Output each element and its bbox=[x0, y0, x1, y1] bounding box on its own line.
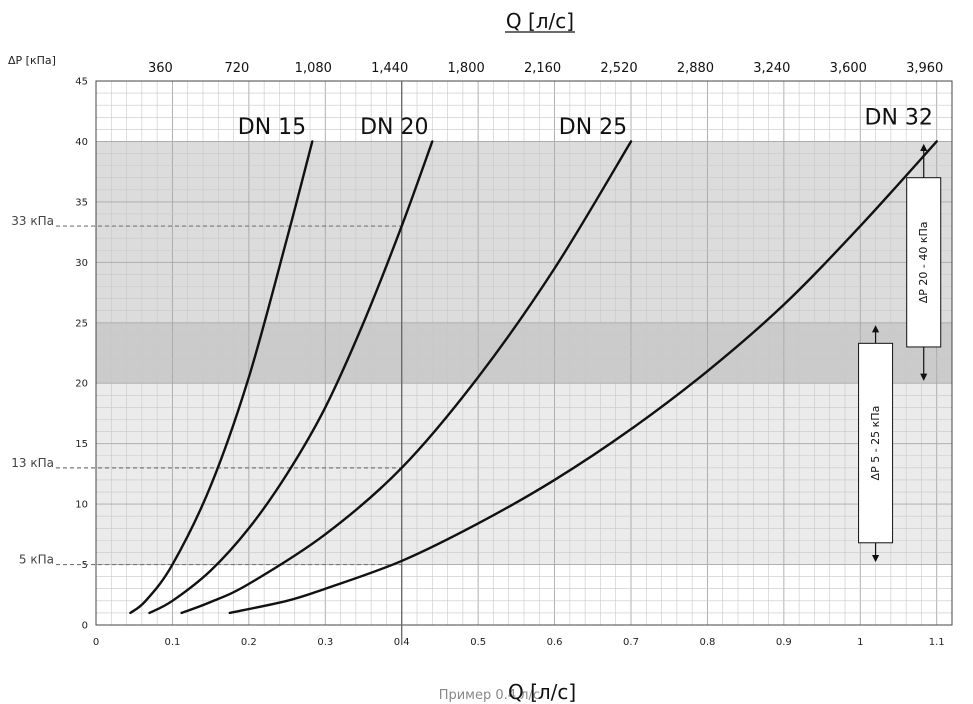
top-x-tick-label: 360 bbox=[148, 61, 173, 76]
x-tick-label: 0.2 bbox=[241, 637, 257, 648]
series-label-dn-25: DN 25 bbox=[559, 115, 627, 140]
range-label: ΔP 5 - 25 кПа bbox=[869, 406, 882, 481]
top-x-tick-label: 3,600 bbox=[830, 61, 867, 76]
annotations: 33 кПа 13 кПа 5 кПа ΔP 5 - 25 кПа ΔP 20 - 40… bbox=[11, 81, 942, 645]
top-x-ticks: 360 720 1,080 1,440 1,800 2,160 2,520 2,880 3,24… bbox=[148, 61, 943, 76]
guide-value-label: 33 кПа bbox=[11, 214, 54, 228]
plot-border bbox=[95, 80, 953, 626]
series-curves: DN 15 DN 20 DN 25 DN 32 bbox=[129, 106, 938, 615]
x-tick-label: 0.1 bbox=[164, 637, 180, 648]
x-tick-label: 0.3 bbox=[317, 637, 333, 648]
x-tick-label: 0.6 bbox=[547, 637, 563, 648]
top-x-tick-label: 2,160 bbox=[524, 61, 561, 76]
y-axis-label: ΔP [кПа] bbox=[8, 54, 56, 67]
top-axis-title: Q [л/с] bbox=[506, 9, 574, 33]
series-line-dn-20 bbox=[148, 140, 434, 615]
top-x-tick-label: 1,440 bbox=[371, 61, 408, 76]
y-tick-label: 5 bbox=[82, 560, 88, 571]
series-line-dn-32 bbox=[228, 140, 938, 615]
top-x-tick-label: 1,800 bbox=[448, 61, 485, 76]
x-tick-label: 0.5 bbox=[470, 637, 486, 648]
y-ticks: 0 5 10 15 20 25 30 35 40 45 bbox=[75, 77, 88, 632]
y-tick-label: 10 bbox=[75, 500, 88, 511]
range-box bbox=[906, 177, 942, 348]
x-tick-label: 1.1 bbox=[929, 637, 945, 648]
y-tick-label: 45 bbox=[75, 77, 88, 88]
range-label: ΔP 20 - 40 кПа bbox=[917, 221, 930, 303]
y-tick-label: 0 bbox=[82, 621, 88, 632]
range-box bbox=[858, 342, 894, 544]
plot-frame bbox=[95, 80, 953, 626]
x-tick-label: 0.8 bbox=[699, 637, 715, 648]
y-tick-label: 40 bbox=[75, 137, 88, 148]
top-x-tick-label: 3,240 bbox=[753, 61, 790, 76]
series-label-dn-32: DN 32 bbox=[865, 106, 933, 131]
top-x-tick-label: 720 bbox=[224, 61, 249, 76]
y-tick-label: 35 bbox=[75, 197, 88, 208]
top-x-tick-label: 1,080 bbox=[295, 61, 332, 76]
y-tick-label: 30 bbox=[75, 258, 88, 269]
y-tick-label: 25 bbox=[75, 318, 88, 329]
series-line-dn-15 bbox=[129, 140, 314, 615]
top-x-tick-label: 3,960 bbox=[906, 61, 943, 76]
series-label-dn-20: DN 20 bbox=[360, 115, 428, 140]
example-label: Пример 0.4 л/с bbox=[439, 688, 540, 703]
top-x-tick-label: 2,880 bbox=[677, 61, 714, 76]
grid-lines bbox=[96, 81, 952, 625]
y-tick-label: 20 bbox=[75, 379, 88, 390]
guide-value-label: 5 кПа bbox=[19, 553, 54, 567]
top-x-tick-label: 2,520 bbox=[600, 61, 637, 76]
bottom-axis-caption: Пример 0.4 л/с bbox=[439, 688, 540, 703]
x-tick-label: 0 bbox=[93, 637, 99, 648]
x-axis-label: Q [л/с] bbox=[508, 680, 576, 704]
x-tick-label: 0.9 bbox=[776, 637, 792, 648]
series-line-dn-25 bbox=[180, 140, 633, 615]
series-label-dn-15: DN 15 bbox=[238, 115, 306, 140]
x-ticks: 0 0.1 0.2 0.3 0.4 0.5 0.6 0.7 0.8 0.9 1 1.1 bbox=[93, 637, 945, 648]
guide-value-label: 13 кПа bbox=[11, 456, 54, 470]
y-tick-label: 15 bbox=[75, 439, 88, 450]
x-tick-label: 1 bbox=[857, 637, 863, 648]
x-tick-label: 0.7 bbox=[623, 637, 639, 648]
